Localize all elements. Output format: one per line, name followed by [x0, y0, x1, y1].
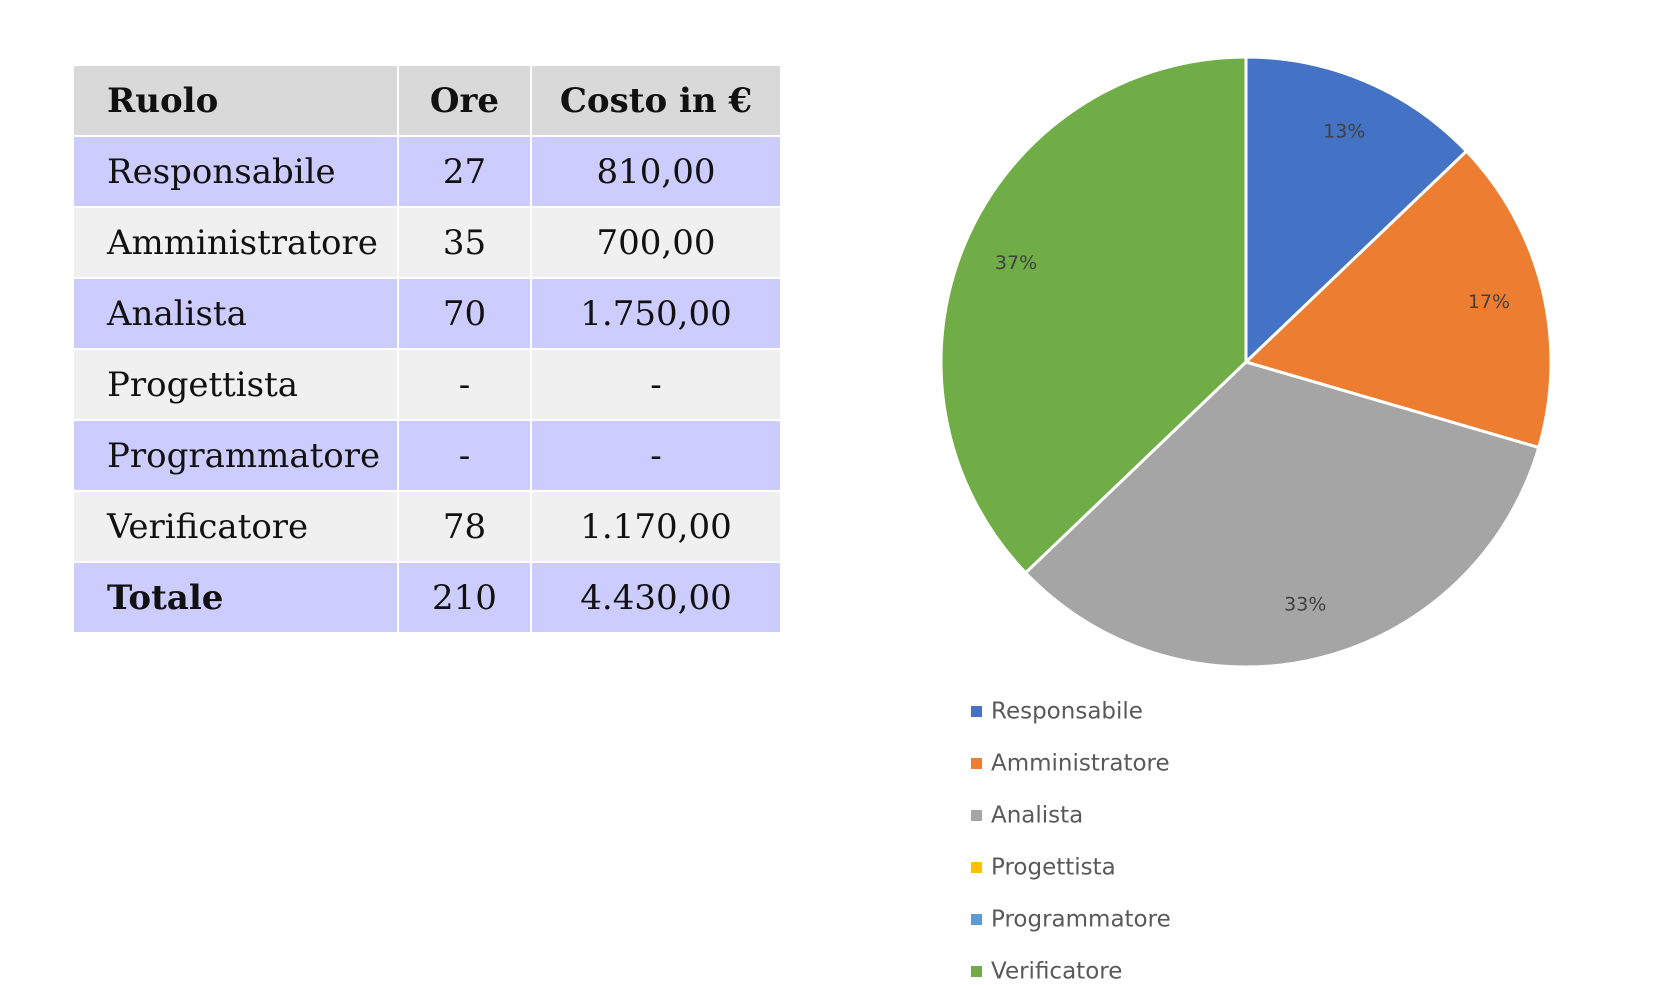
legend-label-verificatore: Verificatore — [991, 959, 1122, 985]
pie-slice-verificatore — [939, 55, 1248, 575]
cell-cost: - — [530, 348, 782, 421]
cost-table: Ruolo Ore Costo in € Responsabile 27 810… — [72, 64, 782, 634]
cell-role: Amministratore — [72, 206, 399, 279]
cell-hours: - — [397, 419, 532, 492]
legend-swatch-progettista — [971, 862, 982, 873]
legend-swatch-verificatore — [971, 966, 982, 977]
slice-label-verificatore: 37% — [995, 252, 1037, 274]
cell-cost: - — [530, 419, 782, 492]
table-row: Programmatore - - — [72, 419, 782, 492]
cell-role: Programmatore — [72, 419, 399, 492]
legend-label-analista: Analista — [991, 803, 1083, 829]
table-row: Analista 70 1.750,00 — [72, 277, 782, 350]
cell-cost: 700,00 — [530, 206, 782, 279]
cell-cost: 1.170,00 — [530, 490, 782, 563]
pie-slice-analista — [1023, 360, 1541, 669]
legend-label-responsabile: Responsabile — [991, 699, 1143, 725]
pie-slice-responsabile — [1244, 55, 1469, 366]
total-role: Totale — [72, 561, 399, 634]
slice-label-responsabile: 13% — [1323, 121, 1365, 143]
table-total-row: Totale 210 4.430,00 — [72, 561, 782, 634]
pie-labels: 13% 17% 33% 37% — [995, 121, 1510, 616]
header-cost: Costo in € — [530, 64, 782, 137]
pie-slices — [939, 55, 1553, 669]
chart-legend: Responsabile Amministratore Analista Proget… — [971, 699, 1171, 985]
total-cost: 4.430,00 — [530, 561, 782, 634]
legend-label-programmatore: Programmatore — [991, 907, 1171, 933]
cell-hours: 78 — [397, 490, 532, 563]
total-hours: 210 — [397, 561, 532, 634]
legend-label-amministratore: Amministratore — [991, 751, 1170, 777]
cell-hours: 35 — [397, 206, 532, 279]
cell-cost: 810,00 — [530, 135, 782, 208]
header-role: Ruolo — [72, 64, 399, 137]
cell-role: Responsabile — [72, 135, 399, 208]
table-row: Verificatore 78 1.170,00 — [72, 490, 782, 563]
cell-hours: - — [397, 348, 532, 421]
pie-slice-amministratore — [1243, 149, 1553, 450]
legend-swatch-programmatore — [971, 914, 982, 925]
legend-swatch-analista — [971, 810, 982, 821]
cell-cost: 1.750,00 — [530, 277, 782, 350]
table-row: Amministratore 35 700,00 — [72, 206, 782, 279]
header-hours: Ore — [397, 64, 532, 137]
table-row: Responsabile 27 810,00 — [72, 135, 782, 208]
table-header-row: Ruolo Ore Costo in € — [72, 64, 782, 137]
cell-hours: 27 — [397, 135, 532, 208]
legend-swatch-amministratore — [971, 758, 982, 769]
cell-hours: 70 — [397, 277, 532, 350]
legend-swatch-responsabile — [971, 706, 982, 717]
slice-label-analista: 33% — [1284, 593, 1326, 615]
cell-role: Verificatore — [72, 490, 399, 563]
slice-label-amministratore: 17% — [1468, 291, 1510, 313]
cell-role: Analista — [72, 277, 399, 350]
legend-label-progettista: Progettista — [991, 855, 1116, 881]
cell-role: Progettista — [72, 348, 399, 421]
table-row: Progettista - - — [72, 348, 782, 421]
